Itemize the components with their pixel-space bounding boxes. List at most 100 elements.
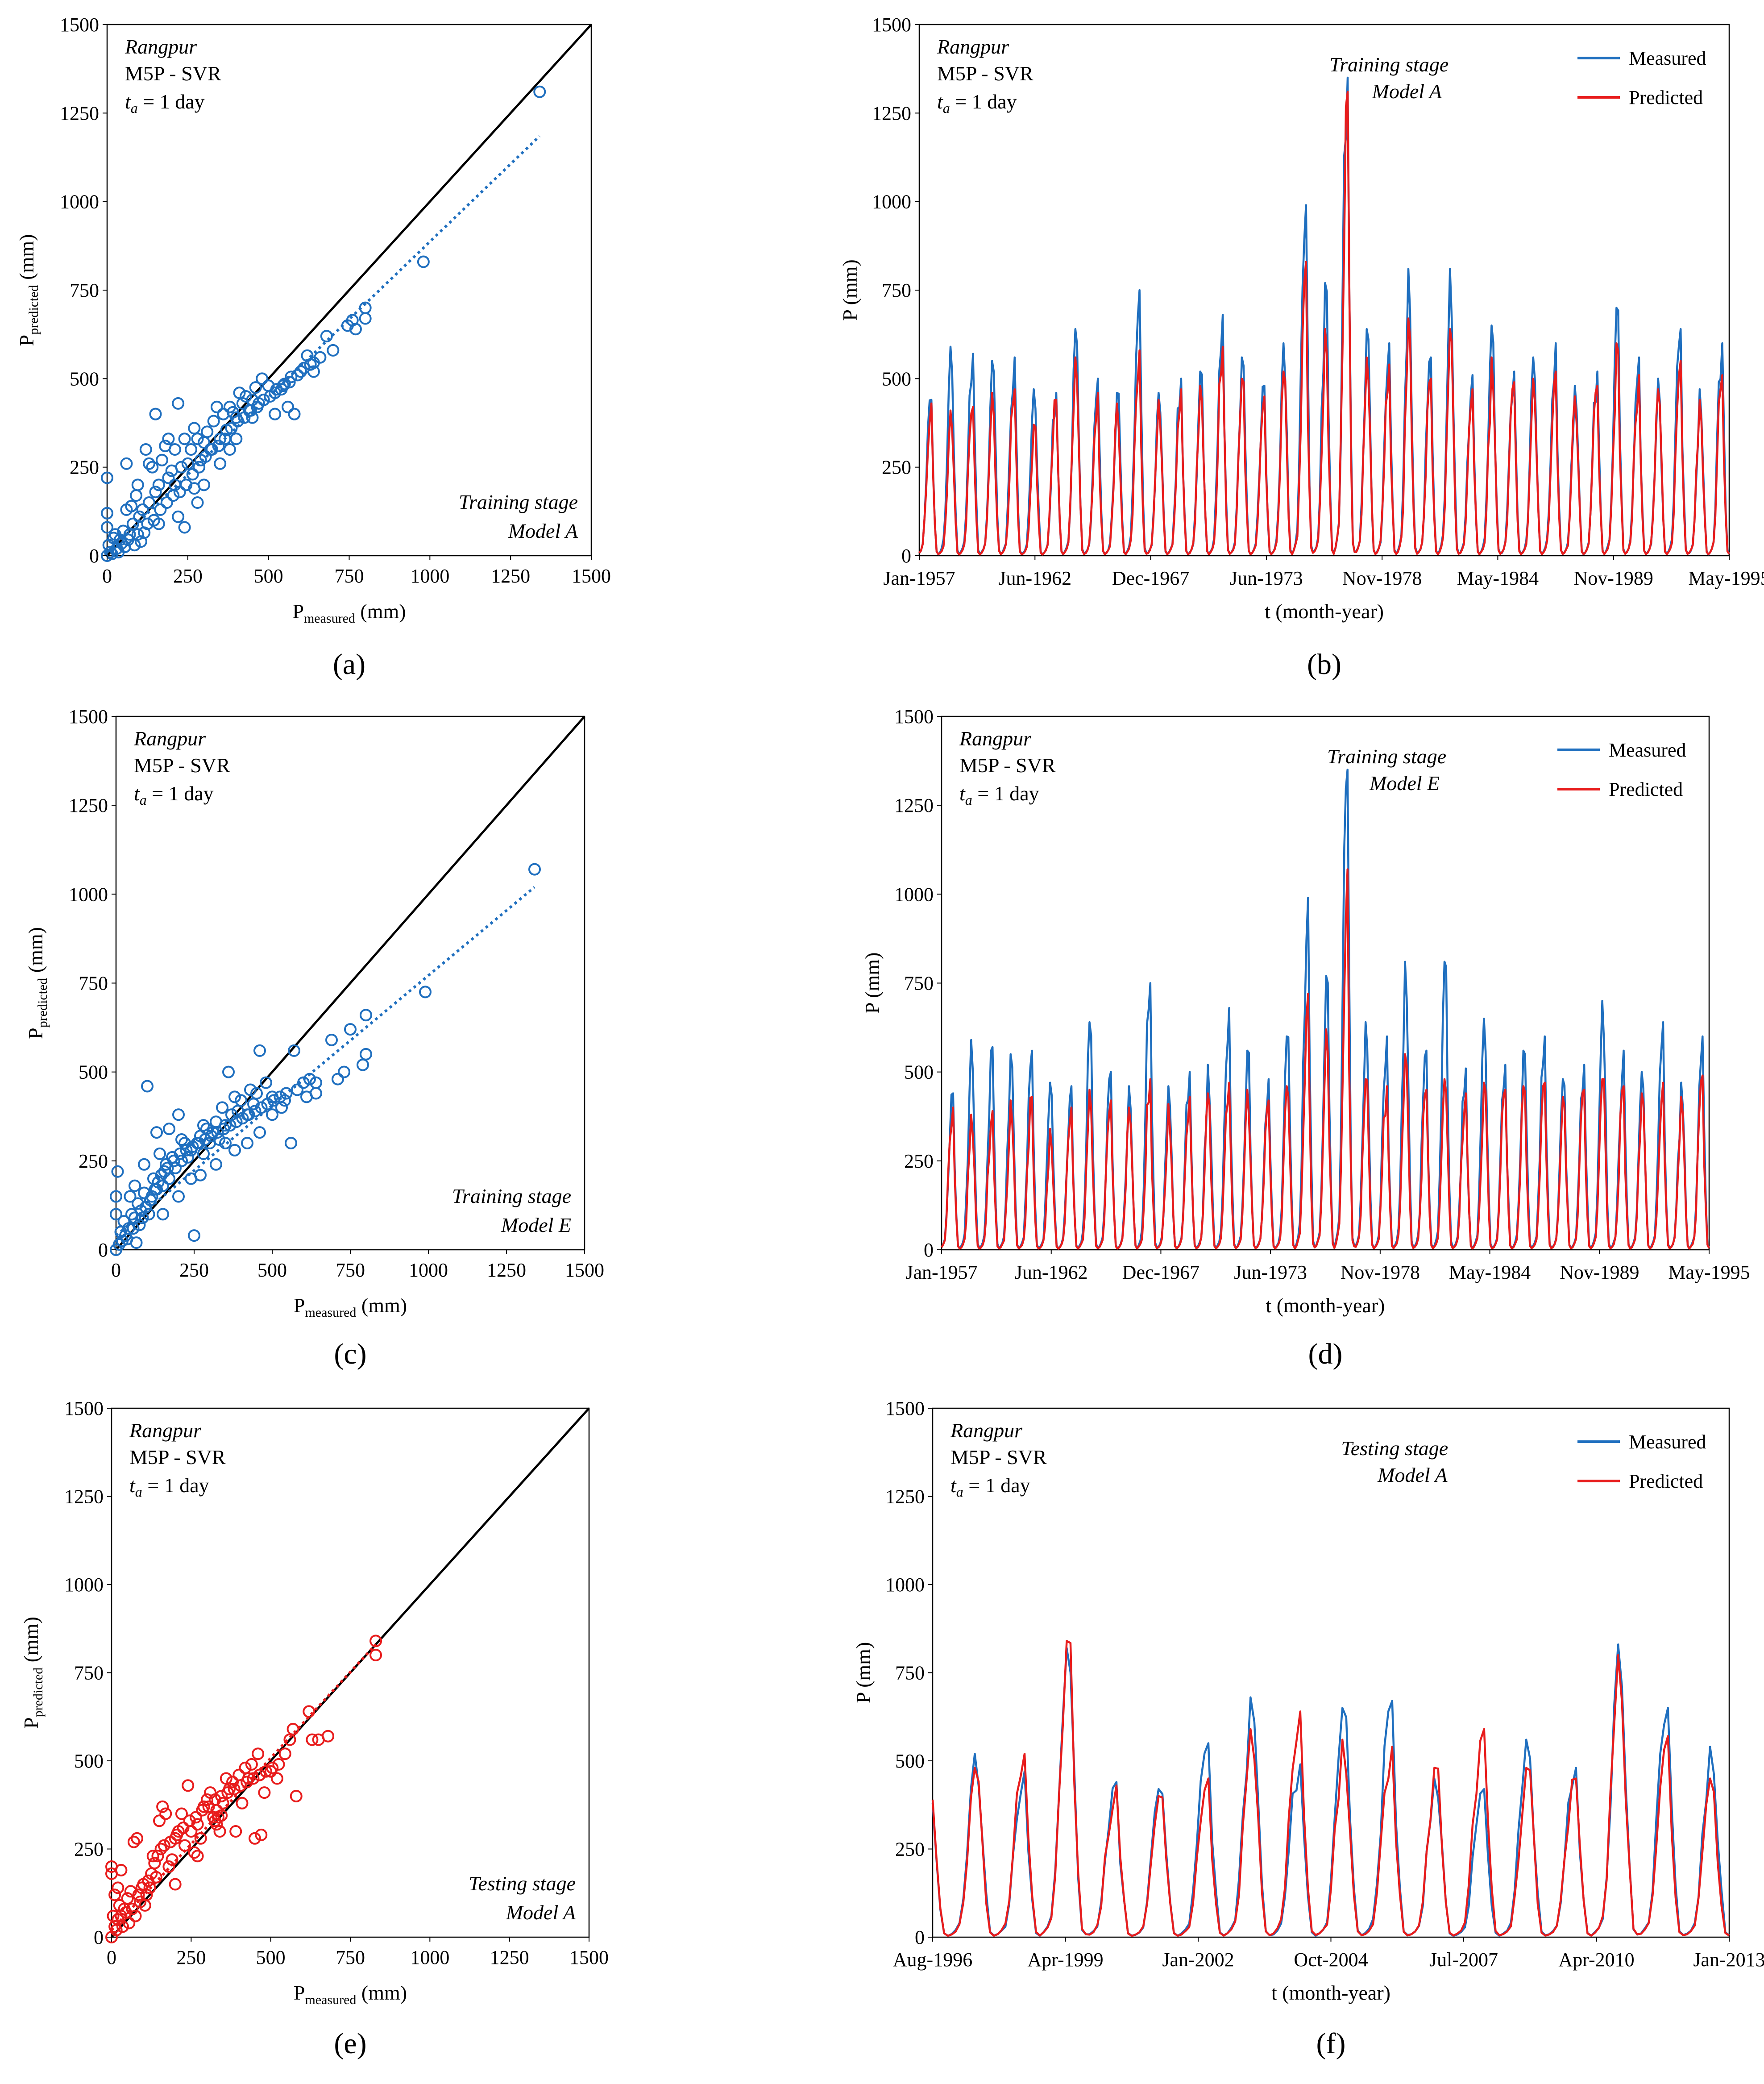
data-point bbox=[152, 517, 165, 530]
model-stage-label: Model A bbox=[508, 520, 578, 542]
y-tick-label: 0 bbox=[98, 1239, 108, 1261]
y-tick-label: 1000 bbox=[885, 1574, 925, 1596]
data-point bbox=[419, 986, 432, 998]
data-point bbox=[253, 1768, 266, 1781]
data-point bbox=[177, 1822, 190, 1834]
data-point bbox=[124, 1190, 137, 1203]
data-point bbox=[131, 528, 144, 541]
data-point bbox=[258, 1786, 271, 1799]
data-point bbox=[236, 1797, 249, 1809]
x-tick-label: Jun-1973 bbox=[1230, 567, 1303, 589]
data-point bbox=[242, 1108, 255, 1121]
data-point bbox=[181, 457, 194, 470]
lead-time-sub: a bbox=[131, 100, 138, 116]
data-point bbox=[172, 1190, 185, 1203]
x-tick-label: Dec-1967 bbox=[1122, 1261, 1200, 1283]
x-axis-label: t (month-year) bbox=[1266, 1294, 1385, 1317]
y-tick-label: 1500 bbox=[885, 1398, 925, 1419]
y-axis-label-sub: predicted bbox=[35, 978, 50, 1028]
data-point bbox=[244, 1083, 257, 1096]
data-point bbox=[138, 1158, 150, 1171]
y-axis-label-sub: predicted bbox=[31, 1668, 46, 1718]
data-point bbox=[283, 1733, 296, 1746]
stage-label: Testing stage bbox=[1341, 1437, 1448, 1460]
data-point bbox=[295, 365, 307, 378]
data-point bbox=[104, 546, 117, 559]
panel-label: (c) bbox=[334, 1338, 366, 1370]
y-tick-label: 1250 bbox=[894, 794, 934, 816]
site-label: Rangpur bbox=[937, 35, 1009, 58]
y-tick-label: 500 bbox=[904, 1061, 934, 1083]
data-point bbox=[228, 1090, 241, 1103]
x-tick-label: Oct-2004 bbox=[1294, 1949, 1368, 1971]
data-point bbox=[132, 1197, 144, 1210]
data-point bbox=[241, 1776, 253, 1789]
x-axis-label: t (month-year) bbox=[1271, 1981, 1390, 2004]
data-point bbox=[213, 1825, 226, 1838]
y-tick-label: 750 bbox=[904, 973, 934, 994]
y-tick-label: 750 bbox=[79, 973, 108, 994]
data-point bbox=[115, 1864, 128, 1876]
lead-time-value: = 1 day bbox=[147, 782, 214, 805]
data-point bbox=[132, 1888, 145, 1901]
data-point bbox=[202, 1800, 215, 1813]
data-point bbox=[210, 1818, 223, 1831]
x-tick-label: May-1984 bbox=[1457, 567, 1539, 589]
y-tick-label: 500 bbox=[882, 368, 911, 390]
data-point bbox=[133, 1219, 146, 1231]
data-point bbox=[247, 1098, 260, 1111]
lead-time-value: = 1 day bbox=[142, 1474, 209, 1497]
data-point bbox=[196, 1804, 209, 1817]
data-point bbox=[142, 1874, 155, 1887]
data-point bbox=[138, 1899, 151, 1912]
lead-time-var: t bbox=[950, 1474, 957, 1497]
data-point bbox=[160, 496, 173, 509]
data-point bbox=[188, 1846, 201, 1859]
y-tick-label: 500 bbox=[74, 1750, 104, 1772]
model-stage-label: Model E bbox=[1369, 772, 1440, 794]
data-point bbox=[320, 330, 333, 343]
legend-measured-label: Measured bbox=[1609, 739, 1686, 761]
panel-d: 0 250 500 750 1000 1250 1500 Jan-1957 Jun-1962 De… bbox=[861, 706, 1750, 1370]
x-tick-label: Nov-1989 bbox=[1560, 1261, 1639, 1283]
data-point bbox=[205, 1130, 218, 1143]
data-point bbox=[162, 471, 175, 484]
series-line-predicted bbox=[941, 868, 1710, 1250]
data-point bbox=[150, 1126, 163, 1139]
data-point bbox=[210, 400, 223, 413]
x-tick-label: May-1995 bbox=[1668, 1261, 1750, 1283]
data-point bbox=[157, 1208, 169, 1221]
data-point bbox=[216, 1101, 228, 1114]
data-point bbox=[175, 1133, 188, 1146]
data-point bbox=[188, 1229, 200, 1242]
y-tick-label: 750 bbox=[70, 279, 99, 301]
y-tick-label: 1500 bbox=[894, 706, 934, 728]
y-tick-label: 0 bbox=[924, 1239, 934, 1261]
series-line-predicted bbox=[931, 1640, 1730, 1937]
x-axis-label-sub: measured bbox=[305, 1992, 356, 2007]
model-label: M5P - SVR bbox=[950, 1446, 1047, 1468]
data-point bbox=[253, 1126, 266, 1139]
x-axis-label: Pmeasured (mm) bbox=[294, 1294, 407, 1320]
data-point bbox=[247, 1772, 260, 1785]
x-axis-label-main: P bbox=[294, 1981, 305, 2004]
x-tick-label: 0 bbox=[111, 1259, 121, 1281]
data-point bbox=[110, 1244, 122, 1256]
one-to-one-line bbox=[115, 715, 585, 1251]
model-stage-label: Model A bbox=[506, 1901, 576, 1924]
x-tick-label: 1250 bbox=[491, 565, 530, 587]
y-tick-label: 0 bbox=[901, 545, 911, 567]
data-point bbox=[230, 1115, 243, 1128]
data-point bbox=[131, 1832, 144, 1845]
stage-label: Training stage bbox=[459, 491, 578, 513]
data-point bbox=[162, 433, 175, 445]
data-point bbox=[219, 1137, 232, 1149]
data-point bbox=[332, 1073, 344, 1086]
data-point bbox=[217, 1123, 230, 1136]
y-tick-label: 250 bbox=[70, 457, 99, 478]
data-point bbox=[201, 425, 214, 438]
stage-label: Training stage bbox=[1327, 745, 1446, 768]
data-point bbox=[158, 1839, 170, 1852]
lead-time-value: = 1 day bbox=[972, 782, 1039, 805]
